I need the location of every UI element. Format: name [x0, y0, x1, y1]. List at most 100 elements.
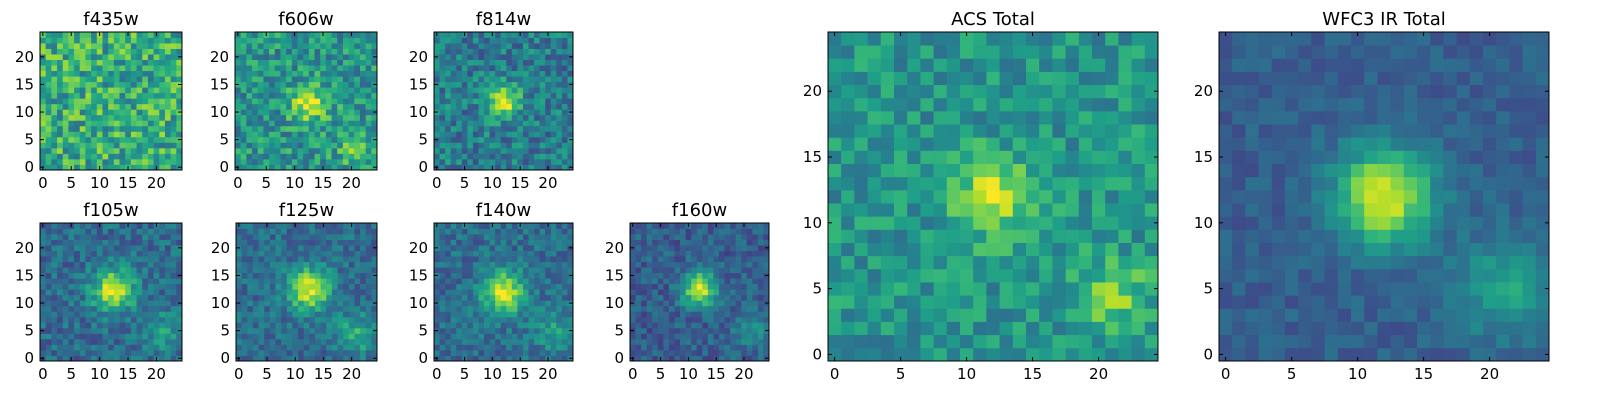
heatmap-cell	[337, 136, 344, 143]
heatmap-cell	[79, 158, 86, 165]
heatmap-cell	[342, 81, 349, 88]
heatmap-cell	[894, 216, 908, 230]
heatmap-cell	[461, 322, 468, 329]
heatmap-cell	[159, 59, 166, 66]
heatmap-cell	[342, 164, 349, 171]
heatmap-cell	[556, 48, 563, 55]
heatmap-cell	[147, 305, 154, 312]
heatmap-cell	[281, 234, 288, 240]
heatmap-cell	[746, 355, 753, 362]
heatmap-cell	[646, 223, 653, 229]
heatmap-cell	[506, 289, 513, 296]
heatmap-cell	[668, 278, 675, 285]
heatmap-cell	[550, 125, 557, 132]
heatmap-cell	[854, 308, 868, 322]
heatmap-cell	[159, 87, 166, 94]
heatmap-cell	[1026, 242, 1040, 257]
heatmap-cell	[45, 239, 52, 246]
heatmap-cell	[241, 327, 248, 334]
heatmap-cell	[354, 267, 361, 274]
heatmap-cell	[894, 282, 908, 296]
heatmap-cell	[274, 98, 281, 105]
heatmap-cell	[303, 322, 310, 329]
heatmap-cell	[472, 98, 479, 105]
heatmap-cell	[240, 103, 247, 110]
heatmap-cell	[668, 228, 675, 235]
heatmap-cell	[456, 283, 463, 290]
heatmap-cell	[556, 294, 563, 301]
heatmap-cell	[489, 43, 496, 49]
heatmap-cell	[170, 300, 177, 307]
heatmap-cell	[314, 239, 321, 246]
heatmap-cell	[291, 98, 298, 105]
heatmap-cell	[298, 327, 305, 334]
heatmap-cell	[68, 250, 75, 257]
heatmap-cell	[472, 131, 479, 138]
heatmap-cell	[517, 294, 524, 301]
heatmap-cell	[933, 242, 948, 257]
heatmap-cell	[320, 228, 327, 235]
heatmap-cell	[434, 250, 440, 257]
heatmap-cell	[561, 54, 568, 60]
heatmap-cell	[348, 245, 355, 251]
heatmap-cell	[136, 333, 143, 340]
heatmap-cell	[674, 355, 681, 362]
heatmap-cell	[257, 43, 264, 49]
heatmap-cell	[96, 103, 103, 110]
heatmap-cell	[511, 234, 518, 240]
heatmap-cell	[528, 87, 535, 94]
heatmap-cell	[371, 37, 378, 44]
heatmap-cell	[102, 98, 109, 105]
heatmap-cell	[696, 250, 703, 257]
heatmap-cell	[164, 147, 172, 154]
heatmap-cell	[320, 305, 327, 312]
y-tick-label: 5	[614, 322, 624, 340]
heatmap-cell	[85, 355, 92, 362]
heatmap-cell	[153, 147, 160, 154]
heatmap-cell	[434, 256, 440, 263]
heatmap-cell	[668, 250, 675, 257]
heatmap-cell	[668, 349, 675, 356]
heatmap-cell	[359, 164, 367, 171]
heatmap-cell	[550, 355, 557, 362]
heatmap-cell	[269, 142, 276, 149]
heatmap-cell	[241, 355, 248, 362]
heatmap-cell	[696, 316, 703, 323]
heatmap-cell	[297, 125, 304, 132]
heatmap-cell	[176, 32, 183, 38]
heatmap-cell	[506, 103, 513, 110]
heatmap-cell	[45, 294, 52, 301]
heatmap-cell	[484, 272, 490, 279]
heatmap-cell	[85, 120, 92, 127]
heatmap-cell	[74, 43, 81, 49]
heatmap-cell	[125, 125, 132, 132]
heatmap-cell	[757, 256, 764, 263]
heatmap-cell	[517, 98, 524, 105]
heatmap-cell	[635, 256, 642, 263]
heatmap-cell	[108, 278, 115, 285]
heatmap-cell	[735, 239, 742, 246]
heatmap-cell	[960, 229, 974, 243]
heatmap-cell	[298, 256, 305, 263]
heatmap-cell	[291, 43, 298, 49]
heatmap-cell	[74, 114, 81, 121]
heatmap-cell	[303, 87, 310, 94]
heatmap-cell	[556, 349, 563, 356]
heatmap-cell	[125, 37, 132, 44]
heatmap-cell	[495, 256, 502, 263]
heatmap-cell	[674, 234, 681, 240]
heatmap-cell	[348, 316, 355, 323]
heatmap-cell	[506, 239, 513, 246]
heatmap-cell	[663, 327, 670, 334]
heatmap-cell	[159, 48, 166, 55]
heatmap-cell	[641, 245, 648, 251]
heatmap-cell	[85, 48, 92, 55]
heatmap-cell	[489, 65, 496, 72]
heatmap-cell	[1039, 163, 1053, 178]
heatmap-cell	[472, 109, 479, 116]
heatmap-cell	[757, 278, 764, 285]
heatmap-cell	[45, 333, 52, 340]
heatmap-cell	[450, 239, 457, 246]
heatmap-cell	[314, 43, 321, 49]
heatmap-cell	[91, 355, 98, 362]
